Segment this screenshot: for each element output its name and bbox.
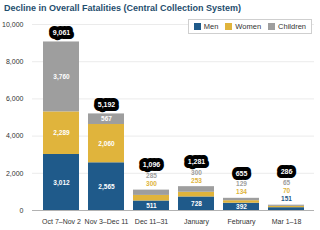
svg-text:655: 655 bbox=[236, 170, 248, 177]
html-text:Men: Men bbox=[203, 22, 219, 31]
svg-text:Mar 1–18: Mar 1–18 bbox=[272, 218, 302, 225]
svg-text:Oct 7–Nov 2: Oct 7–Nov 2 bbox=[42, 218, 81, 225]
svg-text:2,000: 2,000 bbox=[6, 170, 24, 177]
svg-text:65: 65 bbox=[283, 179, 291, 186]
svg-text:300: 300 bbox=[191, 169, 202, 176]
svg-text:10,000: 10,000 bbox=[2, 21, 24, 28]
svg-text:2,289: 2,289 bbox=[53, 129, 70, 137]
svg-text:2,565: 2,565 bbox=[98, 183, 115, 191]
svg-text:January: January bbox=[184, 218, 209, 226]
svg-text:8,000: 8,000 bbox=[6, 58, 24, 65]
svg-text:253: 253 bbox=[191, 177, 202, 184]
svg-text:392: 392 bbox=[236, 203, 247, 210]
svg-text:4,000: 4,000 bbox=[6, 132, 24, 139]
html-text:Children: Children bbox=[278, 22, 306, 31]
svg-text:Nov 3–Dec 11: Nov 3–Dec 11 bbox=[85, 218, 129, 225]
svg-text:3,760: 3,760 bbox=[53, 73, 70, 81]
svg-text:286: 286 bbox=[281, 168, 293, 175]
svg-text:February: February bbox=[227, 218, 256, 226]
svg-text:511: 511 bbox=[146, 202, 157, 209]
svg-text:6,000: 6,000 bbox=[6, 95, 24, 102]
svg-text:70: 70 bbox=[283, 187, 291, 194]
svg-text:1,096: 1,096 bbox=[143, 161, 161, 169]
svg-text:0: 0 bbox=[20, 207, 24, 214]
svg-text:2,060: 2,060 bbox=[98, 140, 115, 148]
svg-text:285: 285 bbox=[146, 172, 157, 179]
svg-text:1,281: 1,281 bbox=[188, 158, 206, 166]
svg-text:3,012: 3,012 bbox=[53, 179, 70, 187]
svg-text:Dec 11–31: Dec 11–31 bbox=[135, 218, 168, 225]
svg-text:728: 728 bbox=[191, 200, 202, 207]
svg-text:300: 300 bbox=[146, 180, 157, 187]
html-text:Women: Women bbox=[235, 22, 262, 31]
html-text:Decline in Overall Fatalities: Decline in Overall Fatalities (Central C… bbox=[4, 3, 242, 13]
svg-text:134: 134 bbox=[236, 188, 247, 195]
svg-text:9,061: 9,061 bbox=[53, 29, 71, 37]
svg-text:129: 129 bbox=[236, 180, 247, 187]
svg-text:567: 567 bbox=[101, 115, 112, 122]
svg-text:5,192: 5,192 bbox=[98, 101, 116, 109]
svg-text:151: 151 bbox=[281, 195, 292, 202]
